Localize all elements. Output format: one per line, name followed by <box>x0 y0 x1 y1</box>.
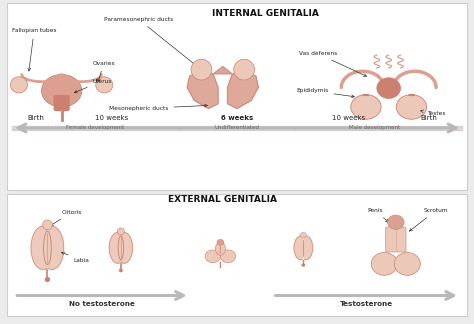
Polygon shape <box>187 70 218 109</box>
Text: Clitoris: Clitoris <box>50 210 82 226</box>
Ellipse shape <box>43 220 52 230</box>
Ellipse shape <box>387 215 404 229</box>
FancyBboxPatch shape <box>54 95 70 111</box>
Text: Female development: Female development <box>66 125 124 131</box>
Text: Birth: Birth <box>27 115 44 122</box>
Text: Mesonepheric ducts: Mesonepheric ducts <box>109 104 208 111</box>
FancyBboxPatch shape <box>385 227 406 252</box>
Text: Epididymis: Epididymis <box>296 88 355 98</box>
Ellipse shape <box>42 75 82 107</box>
Text: Fallopian tubes: Fallopian tubes <box>12 29 56 71</box>
Text: Birth: Birth <box>420 115 438 122</box>
Text: INTERNAL GENITALIA: INTERNAL GENITALIA <box>212 9 319 18</box>
Text: Testosterone: Testosterone <box>340 301 393 307</box>
Text: Vas deferens: Vas deferens <box>299 51 366 76</box>
Ellipse shape <box>215 242 226 255</box>
Polygon shape <box>228 70 258 109</box>
Ellipse shape <box>371 252 397 275</box>
Text: Uterus: Uterus <box>74 79 112 93</box>
Text: 10 weeks: 10 weeks <box>95 115 128 122</box>
Polygon shape <box>213 66 232 74</box>
Text: 6 weeks: 6 weeks <box>221 115 253 122</box>
Text: Undifferentiated: Undifferentiated <box>215 125 259 131</box>
Polygon shape <box>31 226 47 270</box>
Text: No testosterone: No testosterone <box>69 301 135 307</box>
FancyBboxPatch shape <box>7 194 467 316</box>
Polygon shape <box>294 236 303 260</box>
Ellipse shape <box>377 78 401 98</box>
Polygon shape <box>121 232 133 263</box>
Polygon shape <box>303 236 313 260</box>
Text: Male development: Male development <box>349 125 400 131</box>
Ellipse shape <box>396 95 427 119</box>
Text: 10 weeks: 10 weeks <box>332 115 365 122</box>
Ellipse shape <box>220 250 236 263</box>
Ellipse shape <box>301 263 305 267</box>
FancyBboxPatch shape <box>7 3 467 190</box>
Ellipse shape <box>394 252 420 275</box>
Ellipse shape <box>45 277 50 282</box>
Text: EXTERNAL GENITALIA: EXTERNAL GENITALIA <box>168 195 277 204</box>
Text: Scrotum: Scrotum <box>410 208 448 231</box>
Text: Penis: Penis <box>367 208 388 222</box>
Ellipse shape <box>217 239 224 245</box>
Ellipse shape <box>96 77 113 93</box>
Text: Ovaries: Ovaries <box>92 61 115 82</box>
Text: Testes: Testes <box>420 110 445 116</box>
Ellipse shape <box>234 59 255 80</box>
Ellipse shape <box>118 228 124 235</box>
Text: Labia: Labia <box>62 252 89 263</box>
Ellipse shape <box>119 269 123 272</box>
Polygon shape <box>47 226 64 270</box>
Ellipse shape <box>351 95 381 119</box>
Text: Paramesonephric ducts: Paramesonephric ducts <box>104 17 197 66</box>
Ellipse shape <box>205 250 220 263</box>
Ellipse shape <box>191 59 212 80</box>
Ellipse shape <box>300 232 307 238</box>
Polygon shape <box>109 232 121 263</box>
Ellipse shape <box>10 77 27 93</box>
